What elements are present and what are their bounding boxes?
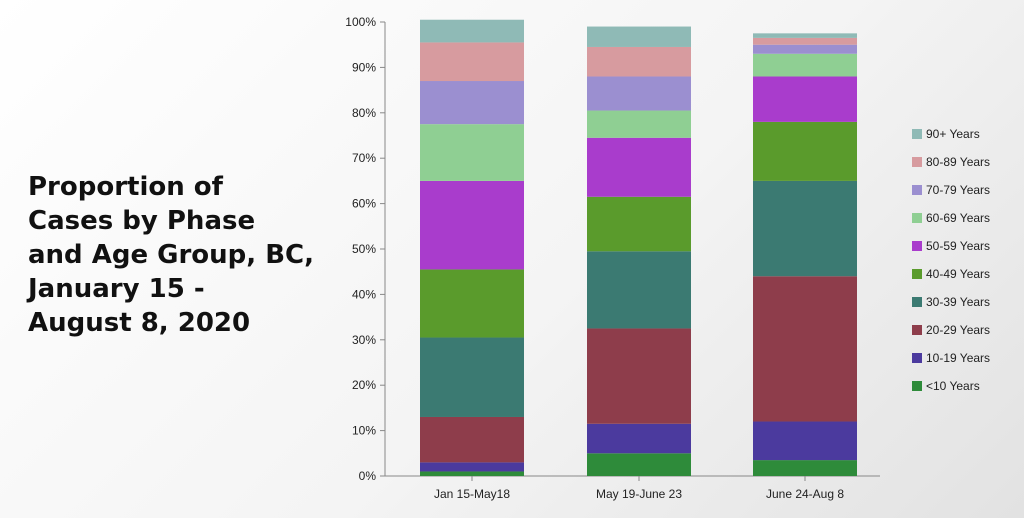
bar-segment — [587, 251, 691, 329]
bar-segment — [420, 124, 524, 181]
bar-segment — [753, 276, 857, 422]
legend-swatch — [912, 269, 922, 279]
legend-label: 70-79 Years — [926, 183, 990, 197]
y-tick-label: 0% — [359, 469, 377, 483]
legend-swatch — [912, 353, 922, 363]
legend: 90+ Years 80-89 Years 70-79 Years 60-69 Yea… — [912, 127, 990, 393]
y-tick-label: 70% — [352, 151, 376, 165]
bar-segment — [420, 269, 524, 338]
bar-segment — [753, 44, 857, 54]
bar-segment — [420, 180, 524, 270]
x-tick-label: Jan 15-May18 — [434, 487, 510, 501]
legend-label: 40-49 Years — [926, 267, 990, 281]
legend-label: 10-19 Years — [926, 351, 990, 365]
y-tick-label: 90% — [352, 60, 376, 74]
x-tick-label: May 19-June 23 — [596, 487, 682, 501]
y-tick-label: 40% — [352, 287, 376, 301]
legend-swatch — [912, 185, 922, 195]
bar-segment — [420, 337, 524, 417]
y-tick-label: 10% — [352, 424, 376, 438]
bar-segment — [587, 453, 691, 476]
bar-segment — [753, 460, 857, 476]
bar-segment — [587, 423, 691, 454]
legend-swatch — [912, 213, 922, 223]
bar-segment — [420, 81, 524, 125]
title-line-5: August 8, 2020 — [28, 308, 251, 338]
title-line-1: Proportion of — [28, 172, 223, 202]
chart-title: Proportion of Cases by Phase and Age Gro… — [28, 170, 328, 340]
y-tick-label: 50% — [352, 242, 376, 256]
bar-segment — [587, 76, 691, 111]
bar-segment — [587, 46, 691, 77]
bar-segment — [420, 471, 524, 476]
title-line-3: and Age Group, BC, — [28, 240, 314, 270]
legend-swatch — [912, 157, 922, 167]
bar-segment — [587, 196, 691, 252]
legend-label: 90+ Years — [926, 127, 980, 141]
bar-segment — [587, 137, 691, 197]
legend-label: 60-69 Years — [926, 211, 990, 225]
bar-segment — [420, 19, 524, 43]
bar-segment — [753, 53, 857, 77]
bar-layer — [420, 19, 857, 476]
bar-segment — [587, 328, 691, 424]
legend-label: 30-39 Years — [926, 295, 990, 309]
bar-segment — [753, 180, 857, 277]
bar-segment — [420, 462, 524, 472]
bar-segment — [753, 121, 857, 181]
legend-swatch — [912, 297, 922, 307]
title-line-4: January 15 - — [28, 274, 205, 304]
legend-swatch — [912, 325, 922, 335]
legend-label: <10 Years — [926, 379, 980, 393]
bar-segment — [753, 76, 857, 122]
bar-segment — [587, 26, 691, 47]
y-tick-label: 30% — [352, 333, 376, 347]
title-line-2: Cases by Phase — [28, 206, 256, 236]
bar-segment — [753, 33, 857, 38]
legend-label: 20-29 Years — [926, 323, 990, 337]
legend-swatch — [912, 381, 922, 391]
bar-segment — [753, 421, 857, 461]
legend-label: 50-59 Years — [926, 239, 990, 253]
legend-label: 80-89 Years — [926, 155, 990, 169]
bar-segment — [420, 42, 524, 82]
bar-segment — [420, 416, 524, 463]
legend-swatch — [912, 241, 922, 251]
bar-segment — [753, 37, 857, 45]
legend-swatch — [912, 129, 922, 139]
bar-segment — [587, 110, 691, 138]
y-tick-label: 60% — [352, 197, 376, 211]
y-tick-label: 80% — [352, 106, 376, 120]
y-tick-label: 100% — [345, 15, 376, 29]
x-tick-label: June 24-Aug 8 — [766, 487, 844, 501]
y-tick-label: 20% — [352, 378, 376, 392]
